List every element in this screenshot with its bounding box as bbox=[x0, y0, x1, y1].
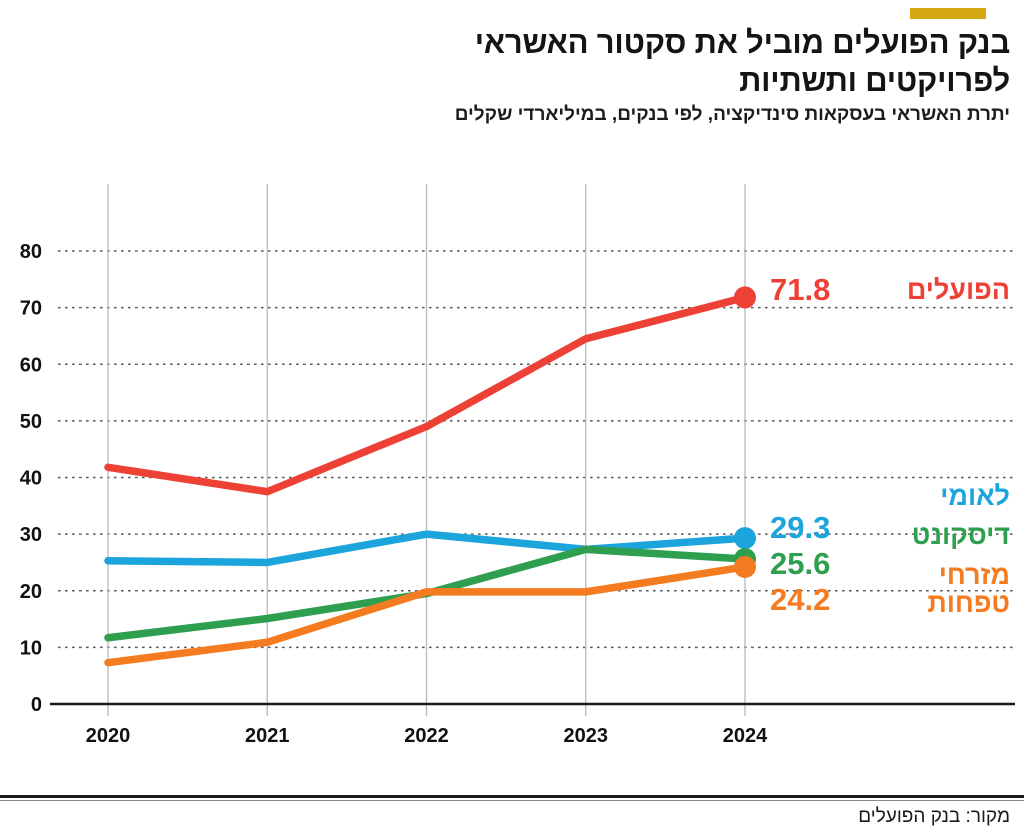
value-label-discount: 25.6 bbox=[770, 546, 831, 581]
series-line-1 bbox=[104, 530, 749, 567]
x-tick-label-2021: 2021 bbox=[245, 725, 290, 747]
legend-label-discount: דיסקונט bbox=[911, 520, 1010, 550]
series-end-marker-0 bbox=[734, 286, 756, 309]
series-line-0 bbox=[104, 293, 749, 496]
footer-divider-thin bbox=[0, 800, 1024, 801]
series-end-markers-group bbox=[734, 286, 756, 578]
legend-label-mizrahi: מזרחי טפחות bbox=[927, 560, 1010, 618]
value-label-mizrahi: 24.2 bbox=[770, 582, 831, 617]
legend-label-leumi: לאומי bbox=[940, 481, 1010, 511]
y-tick-label-60: 60 bbox=[20, 354, 42, 376]
y-tick-label-20: 20 bbox=[20, 581, 42, 603]
series-end-marker-3 bbox=[734, 555, 756, 578]
y-tick-label-70: 70 bbox=[20, 298, 42, 320]
chart-header: בנק הפועלים מוביל את סקטור האשראי לפרויק… bbox=[0, 24, 1010, 126]
y-tick-label-40: 40 bbox=[20, 468, 42, 490]
x-tick-label-2020: 2020 bbox=[86, 725, 131, 747]
value-label-leumi: 29.3 bbox=[770, 510, 831, 545]
chart-subtitle: יתרת האשראי בעסקאות סינדיקציה, לפי בנקים… bbox=[454, 103, 1010, 125]
title-line-2: לפרויקטים ותשתיות bbox=[739, 62, 1010, 98]
legend-label-mizrahi-line1: מזרחי bbox=[938, 560, 1010, 590]
page-title: בנק הפועלים מוביל את סקטור האשראי לפרויק… bbox=[0, 24, 1010, 100]
vertical-gridlines-group bbox=[107, 184, 746, 716]
y-tick-label-50: 50 bbox=[20, 411, 42, 433]
series-lines-group bbox=[104, 293, 749, 667]
source-note: מקור: בנק הפועלים bbox=[858, 806, 1010, 827]
gridlines-group bbox=[58, 250, 1015, 649]
y-tick-label-10: 10 bbox=[20, 637, 42, 659]
value-label-hapoalim: 71.8 bbox=[770, 272, 831, 307]
legend-label-mizrahi-line2: טפחות bbox=[927, 587, 1010, 618]
series-line-2 bbox=[104, 545, 749, 642]
x-tick-label-2022: 2022 bbox=[404, 725, 449, 747]
y-tick-label-30: 30 bbox=[20, 524, 42, 546]
footer-divider-thick bbox=[0, 795, 1024, 798]
accent-bar bbox=[910, 8, 986, 19]
x-tick-label-2024: 2024 bbox=[723, 725, 768, 747]
series-line-3 bbox=[104, 563, 749, 667]
legend-label-hapoalim: הפועלים bbox=[906, 275, 1010, 305]
y-tick-label-80: 80 bbox=[20, 241, 42, 263]
x-axis-tick-labels: 2020 2021 2022 2023 2024 bbox=[86, 725, 768, 747]
series-end-marker-2 bbox=[734, 548, 756, 571]
y-tick-label-0: 0 bbox=[31, 694, 42, 716]
x-tick-label-2023: 2023 bbox=[564, 725, 609, 747]
y-axis-tick-labels: 0 10 20 30 40 50 60 70 80 bbox=[20, 241, 42, 716]
series-end-marker-1 bbox=[734, 527, 756, 550]
title-line-1: בנק הפועלים מוביל את סקטור האשראי bbox=[474, 25, 1010, 60]
